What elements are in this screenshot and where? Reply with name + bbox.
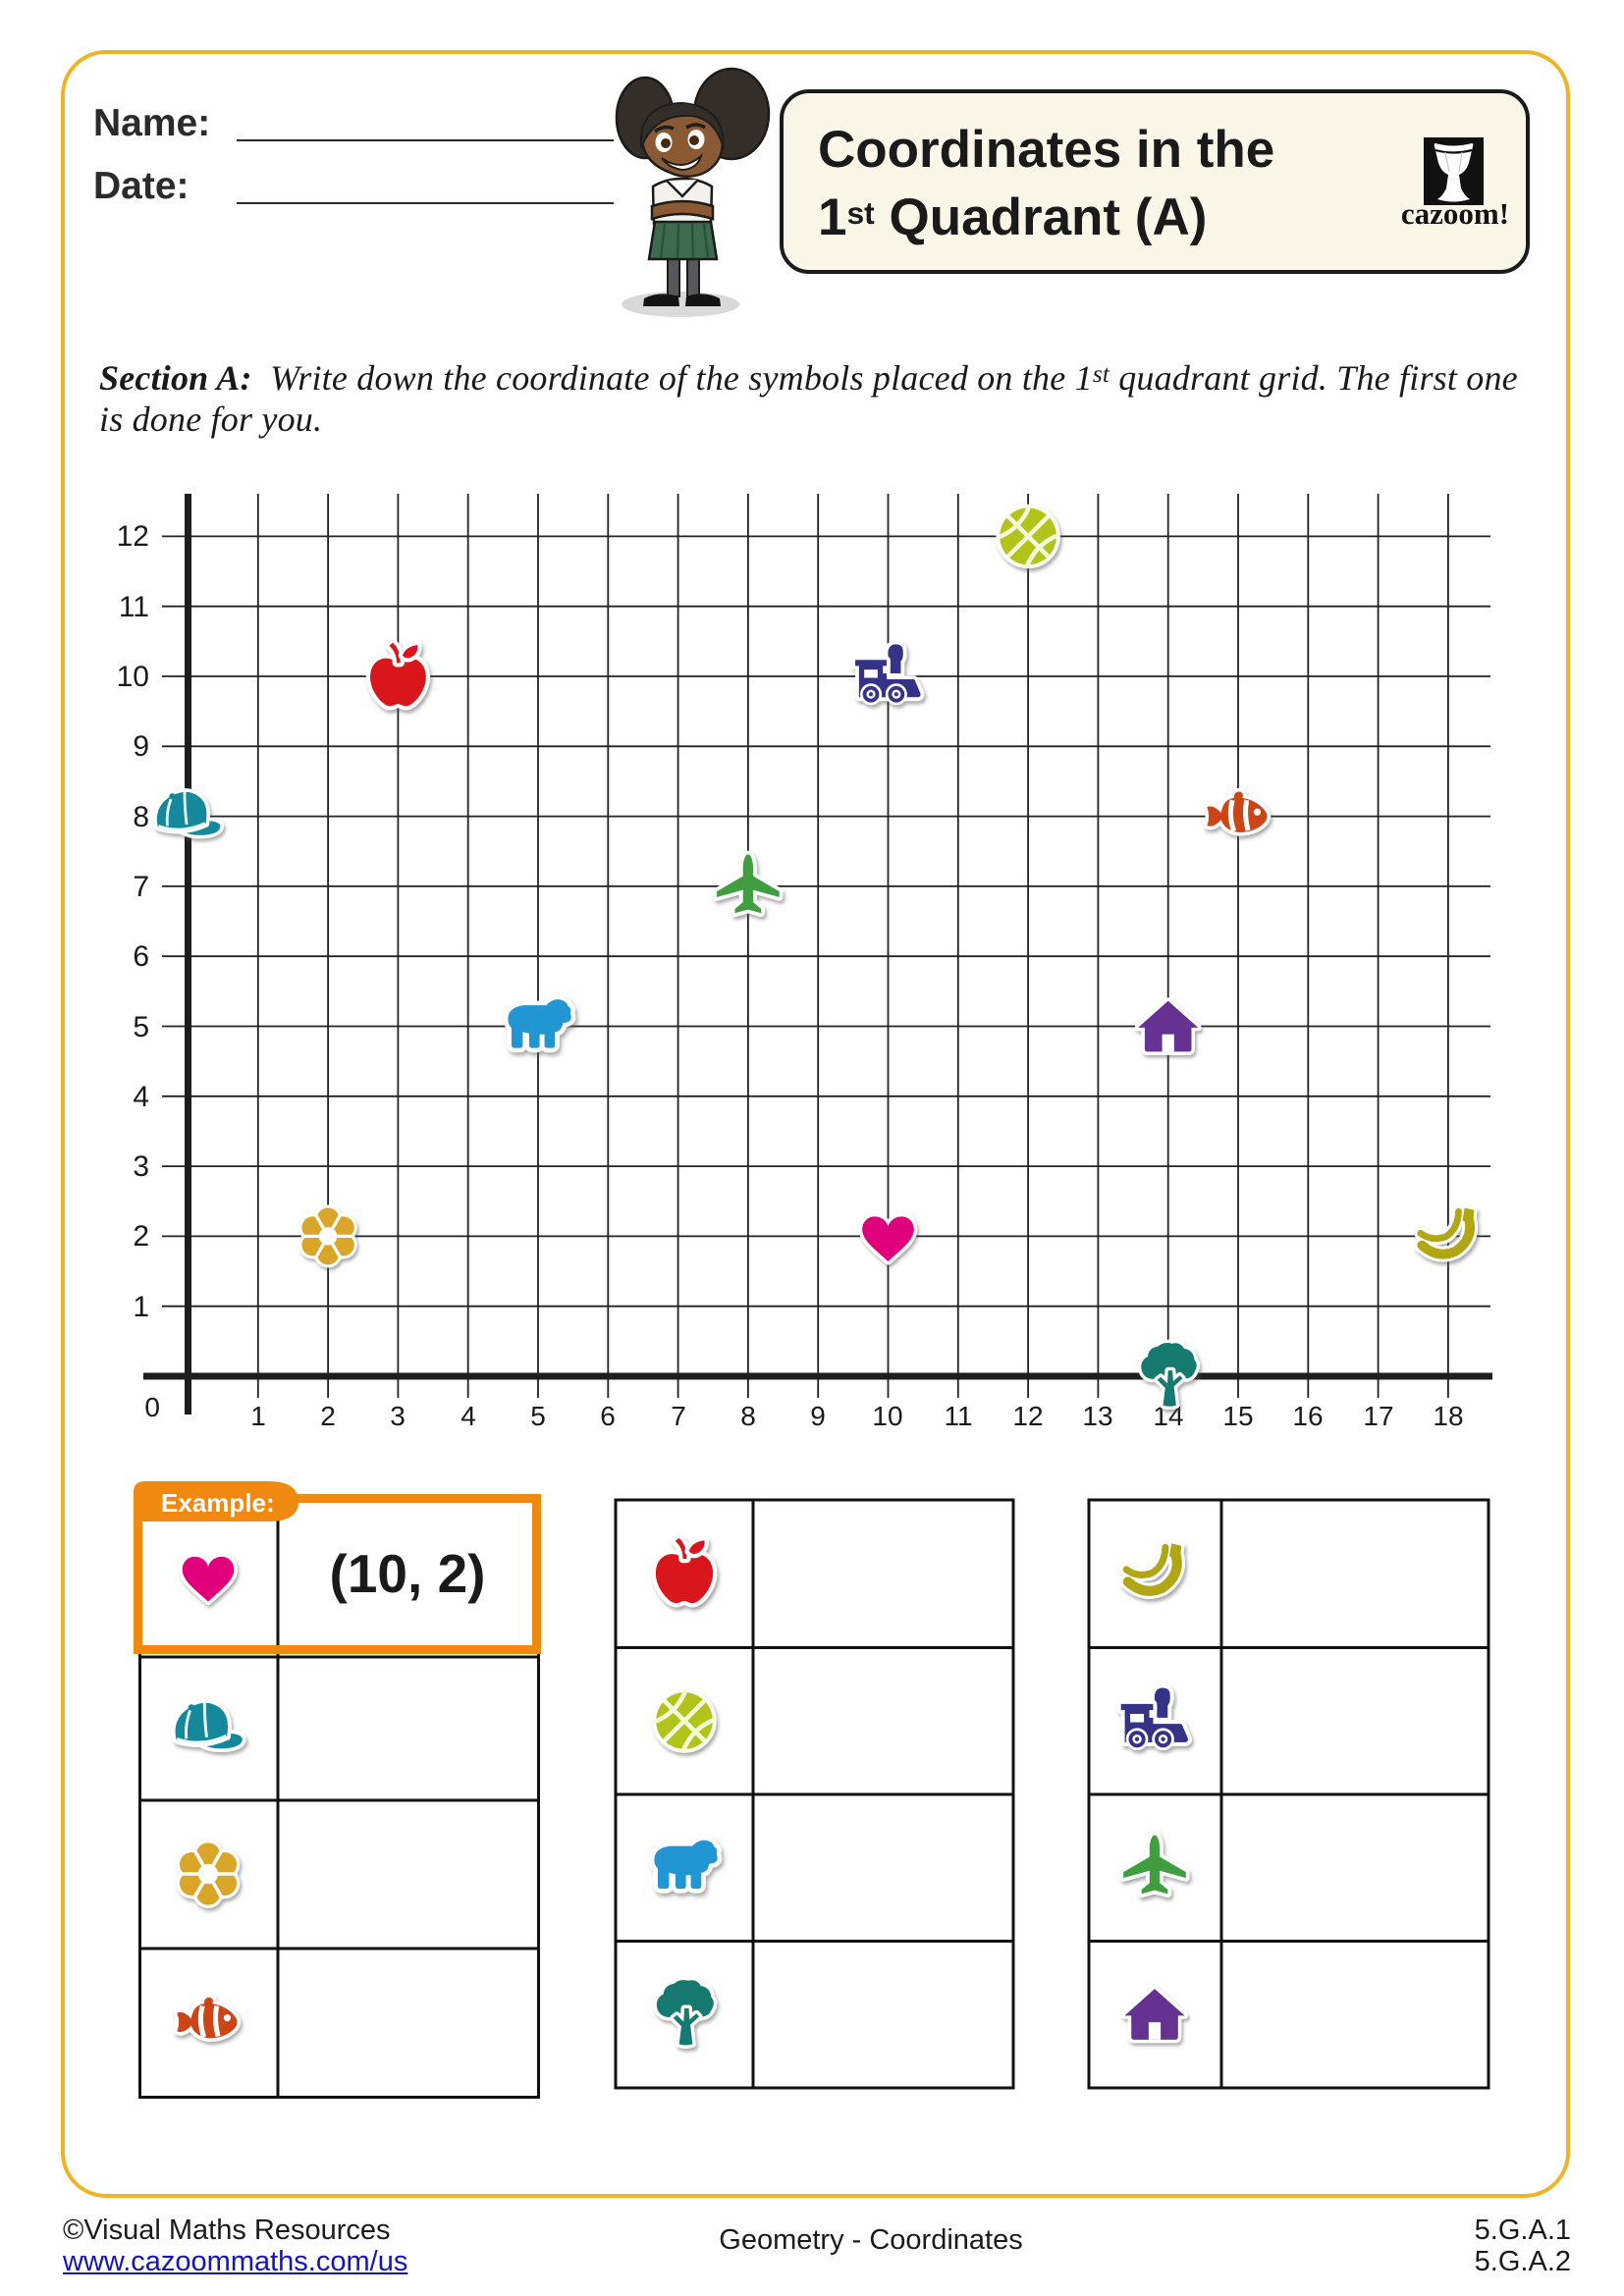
- svg-text:7: 7: [671, 1401, 686, 1431]
- svg-text:(10, 2): (10, 2): [330, 1543, 486, 1604]
- svg-text:6: 6: [600, 1401, 616, 1431]
- svg-text:17: 17: [1363, 1401, 1393, 1431]
- svg-text:15: 15: [1222, 1401, 1253, 1431]
- svg-text:1: 1: [133, 1291, 149, 1323]
- svg-text:5: 5: [530, 1401, 546, 1431]
- svg-text:8: 8: [133, 801, 149, 833]
- svg-text:11: 11: [944, 1401, 972, 1431]
- svg-text:12: 12: [1012, 1401, 1043, 1431]
- svg-text:12: 12: [117, 520, 149, 553]
- svg-text:2: 2: [133, 1220, 149, 1253]
- svg-text:0: 0: [144, 1392, 160, 1422]
- svg-text:16: 16: [1292, 1401, 1323, 1431]
- svg-text:3: 3: [133, 1150, 149, 1183]
- svg-text:7: 7: [133, 871, 149, 903]
- svg-text:2: 2: [320, 1401, 336, 1431]
- svg-text:9: 9: [133, 730, 149, 763]
- svg-text:6: 6: [133, 940, 149, 973]
- svg-text:10: 10: [872, 1401, 902, 1431]
- svg-text:1: 1: [250, 1401, 266, 1431]
- svg-text:13: 13: [1082, 1401, 1112, 1431]
- svg-text:18: 18: [1433, 1401, 1463, 1431]
- svg-text:4: 4: [133, 1081, 149, 1113]
- svg-text:8: 8: [740, 1401, 756, 1431]
- svg-text:10: 10: [117, 661, 149, 693]
- svg-text:5: 5: [133, 1011, 149, 1043]
- svg-text:Example:: Example:: [161, 1488, 275, 1518]
- svg-text:3: 3: [390, 1401, 406, 1431]
- svg-text:9: 9: [810, 1401, 826, 1431]
- svg-text:4: 4: [460, 1401, 476, 1431]
- svg-text:11: 11: [119, 591, 149, 623]
